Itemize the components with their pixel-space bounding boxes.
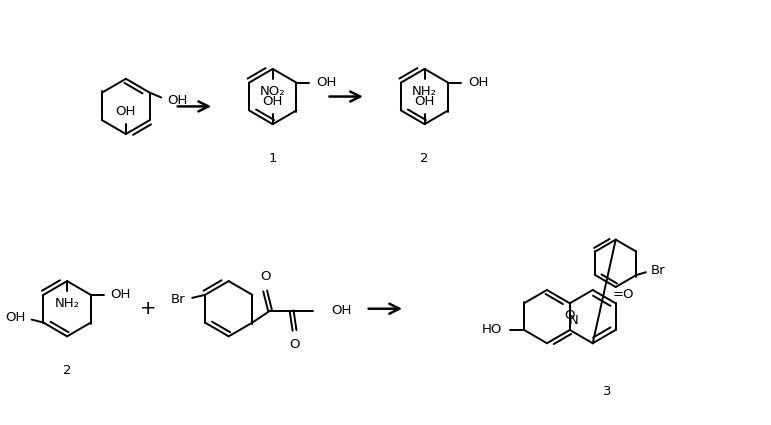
Text: OH: OH bbox=[110, 289, 131, 301]
Text: O: O bbox=[260, 270, 271, 283]
Text: O: O bbox=[289, 338, 300, 351]
Text: Br: Br bbox=[651, 264, 665, 277]
Text: O: O bbox=[564, 309, 575, 322]
Text: Br: Br bbox=[170, 293, 185, 306]
Text: 2: 2 bbox=[420, 152, 429, 165]
Text: +: + bbox=[140, 299, 157, 318]
Text: 2: 2 bbox=[63, 364, 72, 377]
Text: OH: OH bbox=[331, 304, 351, 317]
Text: 3: 3 bbox=[603, 385, 611, 398]
Text: OH: OH bbox=[414, 95, 435, 108]
Text: OH: OH bbox=[116, 105, 136, 118]
Text: N: N bbox=[569, 314, 578, 326]
Text: OH: OH bbox=[5, 311, 25, 324]
Text: NH₂: NH₂ bbox=[55, 297, 79, 310]
Text: =O: =O bbox=[612, 289, 634, 301]
Text: 1: 1 bbox=[268, 152, 277, 165]
Text: OH: OH bbox=[468, 76, 488, 89]
Text: OH: OH bbox=[316, 76, 336, 89]
Text: NH₂: NH₂ bbox=[412, 85, 437, 98]
Text: NO₂: NO₂ bbox=[260, 85, 285, 98]
Text: OH: OH bbox=[167, 94, 187, 107]
Text: OH: OH bbox=[263, 95, 283, 108]
Text: HO: HO bbox=[482, 323, 503, 337]
